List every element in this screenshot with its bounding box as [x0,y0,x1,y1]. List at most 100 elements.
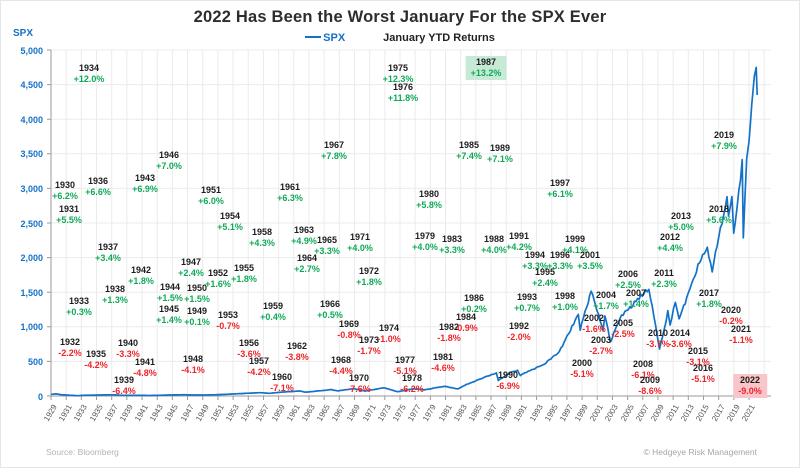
january-return-annotation-1971: 1971 +4.0% [347,232,373,253]
annotation-return: +1.4% [156,314,182,325]
january-return-annotation-1956: 1956 -3.6% [237,338,261,359]
january-return-annotation-1991: 1991 +4.2% [506,231,532,252]
annotation-return: -6.2% [400,383,424,394]
january-return-annotation-1966: 1966 +0.5% [317,299,343,320]
annotation-year: 1983 [441,234,463,244]
annotation-return: -3.7% [646,338,670,349]
annotation-year: 1980 [418,189,440,199]
annotation-return: +12.3% [382,73,414,84]
january-return-annotation-1969: 1969 -0.8% [337,319,361,340]
january-return-annotation-1938: 1938 +1.3% [102,284,128,305]
y-tick-label: 1,000 [20,322,43,333]
annotation-year: 1984 [455,312,477,322]
annotation-year: 1970 [348,373,370,383]
annotation-return: +3.3% [547,260,573,271]
annotation-return: +0.1% [184,316,210,327]
january-return-annotation-1957: 1957 -4.2% [247,356,271,377]
annotation-return: +5.1% [217,221,243,232]
january-return-annotation-2005: 2005 -2.5% [611,318,635,339]
january-return-annotation-1993: 1993 +0.7% [514,292,540,313]
annotation-year: 1948 [182,354,204,364]
january-return-annotation-1934: 1934 +12.0% [74,63,105,84]
january-return-annotation-2022: 2022 -9.0% [733,374,767,398]
annotation-return: +0.2% [461,303,487,314]
annotation-year: 1934 [78,63,100,73]
annotation-return: -1.1% [729,334,753,345]
annotation-return: +6.3% [277,192,303,203]
january-return-annotation-1965: 1965 +3.3% [314,235,340,256]
annotation-year: 1985 [458,140,480,150]
january-return-annotation-1962: 1962 -3.8% [285,341,309,362]
annotation-return: +1.8% [128,275,154,286]
annotation-year: 1963 [293,225,315,235]
annotation-year: 1995 [534,267,556,277]
january-return-annotation-2002: 2002 -1.6% [582,313,606,334]
annotation-year: 1951 [200,185,222,195]
january-return-annotation-1942: 1942 +1.8% [128,265,154,286]
annotation-year: 1933 [68,296,90,306]
annotation-year: 1930 [54,180,76,190]
annotation-year: 2017 [698,288,720,298]
annotation-year: 2008 [632,359,654,369]
annotation-year: 1947 [180,257,202,267]
january-return-annotation-2000: 2000 -5.1% [570,358,594,379]
january-return-annotation-1931: 1931 +5.5% [56,204,82,225]
y-tick-label: 0 [37,391,43,402]
annotation-year: 1938 [104,284,126,294]
annotation-return: -0.8% [337,329,361,340]
annotation-return: +0.5% [317,309,343,320]
january-return-annotation-1943: 1943 +6.9% [132,173,158,194]
january-return-annotation-1964: 1964 +2.7% [294,253,320,274]
january-return-annotation-2010: 2010 -3.7% [646,328,670,349]
annotation-return: +4.0% [412,241,438,252]
january-return-annotation-2016: 2016 -5.1% [691,363,715,384]
annotation-year: 1943 [134,173,156,183]
january-return-annotation-1997: 1997 +6.1% [547,178,573,199]
january-return-annotation-1930: 1930 +6.2% [52,180,78,201]
annotation-year: 1957 [248,356,270,366]
annotation-year: 1986 [463,293,485,303]
january-return-annotation-1982: 1982 -1.8% [437,322,461,343]
annotation-return: +4.1% [562,244,588,255]
annotation-return: +2.4% [532,277,558,288]
annotation-return: -5.1% [570,368,594,379]
january-return-annotation-1948: 1948 -4.1% [181,354,205,375]
january-return-annotation-1979: 1979 +4.0% [412,231,438,252]
annotation-return: -6.1% [631,369,655,380]
annotation-return: +4.0% [481,244,507,255]
january-return-annotation-2021: 2021 -1.1% [729,324,753,345]
january-return-annotation-1933: 1933 +0.3% [66,296,92,317]
annotation-year: 2014 [669,328,691,338]
line-swatch-icon [305,36,322,39]
january-return-annotation-2007: 2007 +1.4% [623,288,649,309]
annotation-return: -3.6% [237,348,261,359]
january-return-annotation-1972: 1972 +1.8% [356,266,382,287]
annotation-return: +5.0% [668,221,694,232]
annotation-return: -6.4% [112,385,136,396]
annotation-year: 2000 [571,358,593,368]
january-return-annotation-1998: 1998 +1.0% [552,291,578,312]
y-tick-label: 5,000 [20,45,43,56]
annotation-return: +0.4% [260,311,286,322]
annotation-year: 2012 [659,232,681,242]
annotation-year: 1936 [87,176,109,186]
annotation-return: -1.6% [582,323,606,334]
chart-title: 2022 Has Been the Worst January For the … [193,8,607,26]
annotation-year: 2009 [639,375,661,385]
annotation-return: +1.5% [184,293,210,304]
annotation-year: 1981 [432,352,454,362]
annotation-year: 1990 [497,370,519,380]
y-tick-label: 2,000 [20,253,43,264]
january-return-annotation-1947: 1947 +2.4% [178,257,204,278]
annotation-return: -5.1% [691,373,715,384]
spx-price-line [50,66,759,397]
january-return-annotation-1941: 1941 -4.8% [133,357,157,378]
annotation-year: 1988 [483,234,505,244]
annotation-year: 1973 [358,335,380,345]
annotation-return: +2.3% [651,278,677,289]
annotation-return: +12.0% [73,73,105,84]
annotation-year: 1978 [401,373,423,383]
january-return-annotation-1981: 1981 -4.6% [431,352,455,373]
annotation-year: 2002 [583,313,605,323]
